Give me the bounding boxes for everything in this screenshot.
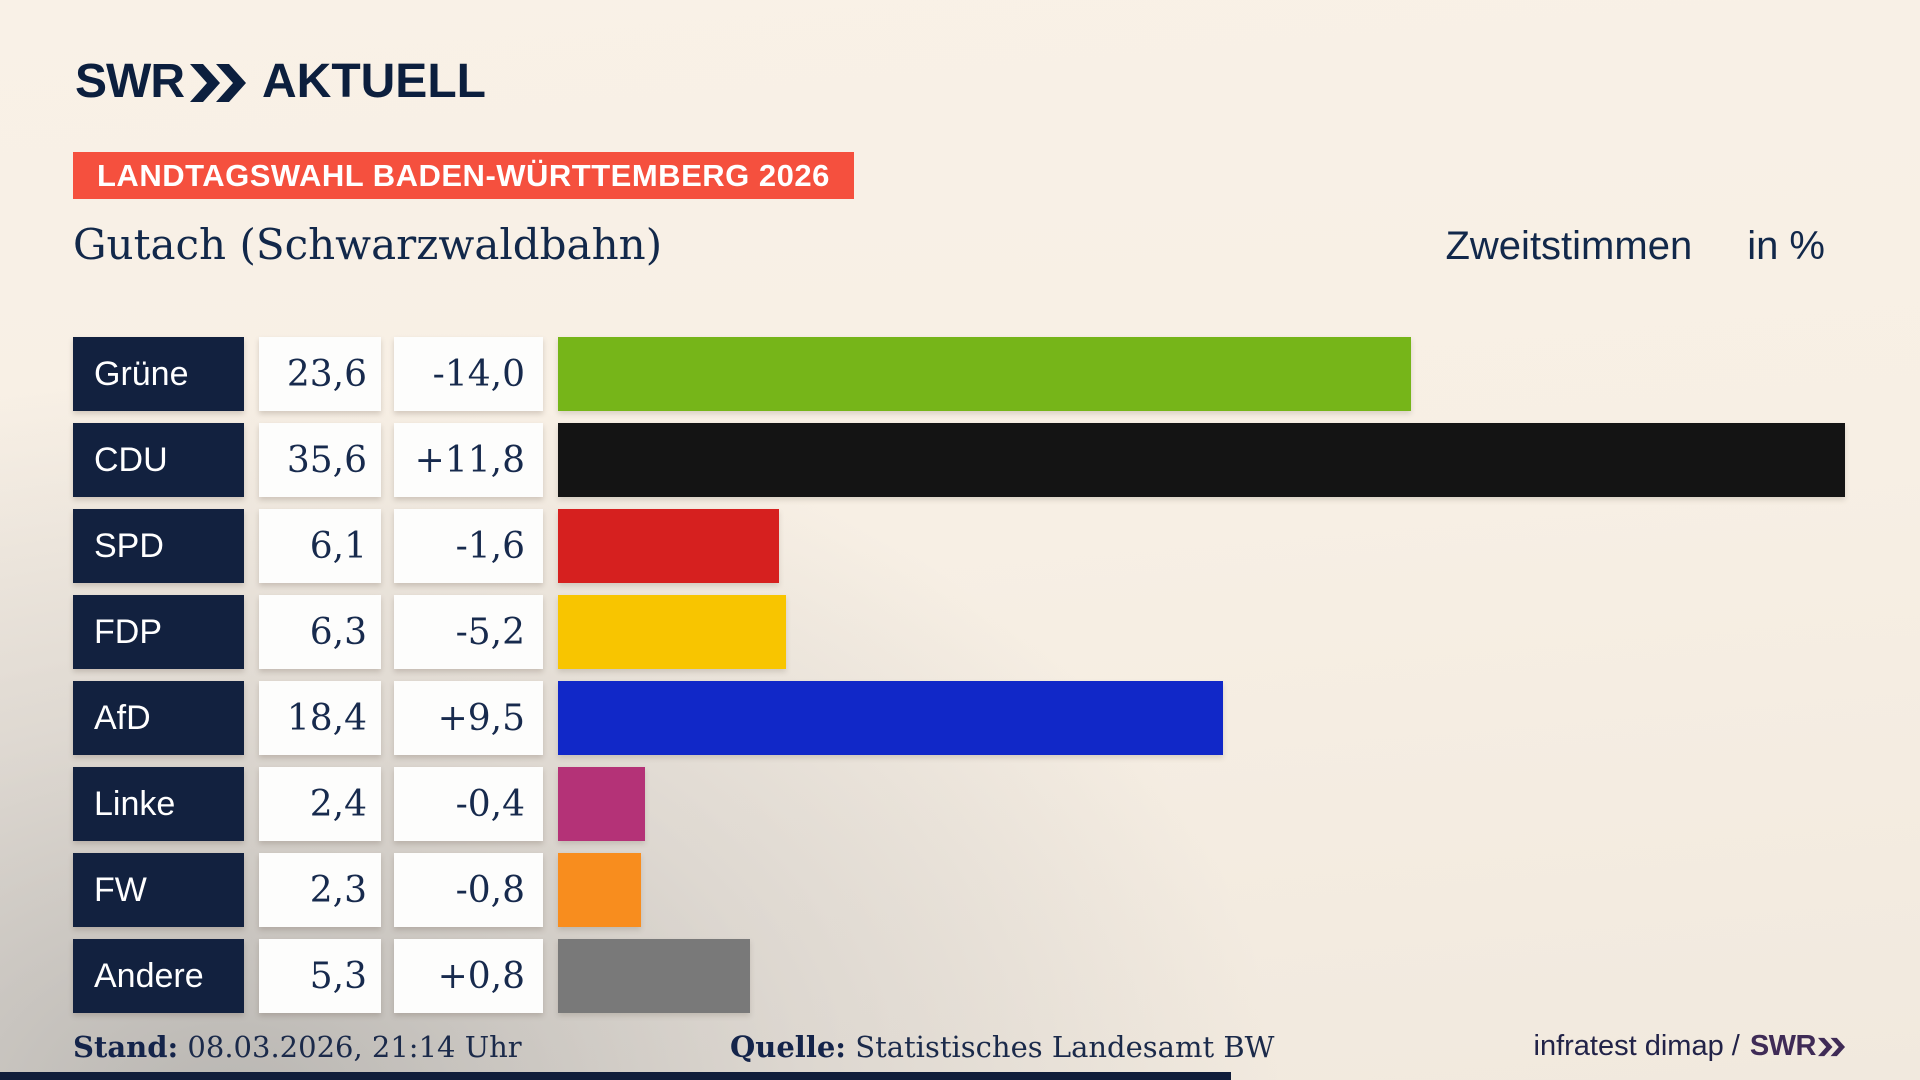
subtitle-measure: Zweitstimmen (1445, 224, 1693, 268)
chart-subtitle: Zweitstimmen in % (1445, 224, 1825, 269)
party-label: AfD (73, 681, 244, 755)
party-label: Grüne (73, 337, 244, 411)
result-bar (558, 939, 750, 1013)
logo-swr-text: SWR (75, 55, 185, 108)
results-bar-chart: Grüne 23,6 -14,0 CDU 35,6 +11,8 SPD 6,1 -1,6 FDP 6… (73, 337, 1920, 1025)
bar-track (558, 595, 1920, 669)
value-percent: 6,3 (259, 595, 381, 669)
bar-track (558, 767, 1920, 841)
footer-source: Quelle: Statistisches Landesamt BW (730, 1030, 1274, 1064)
result-row: SPD 6,1 -1,6 (73, 509, 1920, 583)
footer-stand: Stand: 08.03.2026, 21:14 Uhr (73, 1030, 522, 1064)
bar-track (558, 853, 1920, 927)
party-label: FW (73, 853, 244, 927)
value-change: +9,5 (394, 681, 543, 755)
bar-track (558, 337, 1920, 411)
swr-aktuell-logo: SWR AKTUELL (75, 58, 486, 106)
logo-aktuell-text: AKTUELL (261, 55, 486, 108)
bar-track (558, 509, 1920, 583)
result-row: Andere 5,3 +0,8 (73, 939, 1920, 1013)
result-bar (558, 853, 641, 927)
party-label: Andere (73, 939, 244, 1013)
party-label: FDP (73, 595, 244, 669)
result-bar (558, 509, 779, 583)
result-row: Grüne 23,6 -14,0 (73, 337, 1920, 411)
lower-third-strip (0, 1072, 1231, 1080)
value-percent: 2,4 (259, 767, 381, 841)
subtitle-unit: in % (1747, 224, 1825, 268)
bar-track (558, 423, 1920, 497)
party-label: Linke (73, 767, 244, 841)
source-label: Quelle: (730, 1030, 846, 1064)
result-bar (558, 337, 1411, 411)
swr-footer-chevrons-icon (1818, 1037, 1846, 1056)
value-percent: 18,4 (259, 681, 381, 755)
value-percent: 35,6 (259, 423, 381, 497)
value-percent: 23,6 (259, 337, 381, 411)
value-change: -1,6 (394, 509, 543, 583)
footer-credit: infratest dimap / SWR (1534, 1030, 1847, 1063)
value-percent: 2,3 (259, 853, 381, 927)
stand-value: 08.03.2026, 21:14 Uhr (187, 1030, 522, 1064)
value-change: -0,8 (394, 853, 543, 927)
party-label: SPD (73, 509, 244, 583)
credit-text: infratest dimap / (1533, 1030, 1740, 1062)
result-row: AfD 18,4 +9,5 (73, 681, 1920, 755)
value-change: +0,8 (394, 939, 543, 1013)
swr-chevrons-icon (189, 64, 246, 102)
source-value: Statistisches Landesamt BW (855, 1030, 1275, 1064)
party-label: CDU (73, 423, 244, 497)
value-change: +11,8 (394, 423, 543, 497)
result-bar (558, 767, 645, 841)
page-title: Gutach (Schwarzwaldbahn) (73, 220, 663, 269)
result-row: FDP 6,3 -5,2 (73, 595, 1920, 669)
title-row: Gutach (Schwarzwaldbahn) Zweitstimmen in … (73, 220, 1825, 269)
result-row: CDU 35,6 +11,8 (73, 423, 1920, 497)
value-change: -0,4 (394, 767, 543, 841)
election-banner: LANDTAGSWAHL BADEN-WÜRTTEMBERG 2026 (73, 152, 854, 199)
value-percent: 5,3 (259, 939, 381, 1013)
result-row: FW 2,3 -0,8 (73, 853, 1920, 927)
swr-footer-logo: SWR (1750, 1030, 1846, 1063)
value-change: -5,2 (394, 595, 543, 669)
result-row: Linke 2,4 -0,4 (73, 767, 1920, 841)
bar-track (558, 681, 1920, 755)
value-change: -14,0 (394, 337, 543, 411)
result-bar (558, 423, 1845, 497)
result-bar (558, 595, 786, 669)
value-percent: 6,1 (259, 509, 381, 583)
swr-footer-text: SWR (1749, 1030, 1817, 1062)
stand-label: Stand: (73, 1030, 179, 1064)
result-bar (558, 681, 1223, 755)
bar-track (558, 939, 1920, 1013)
